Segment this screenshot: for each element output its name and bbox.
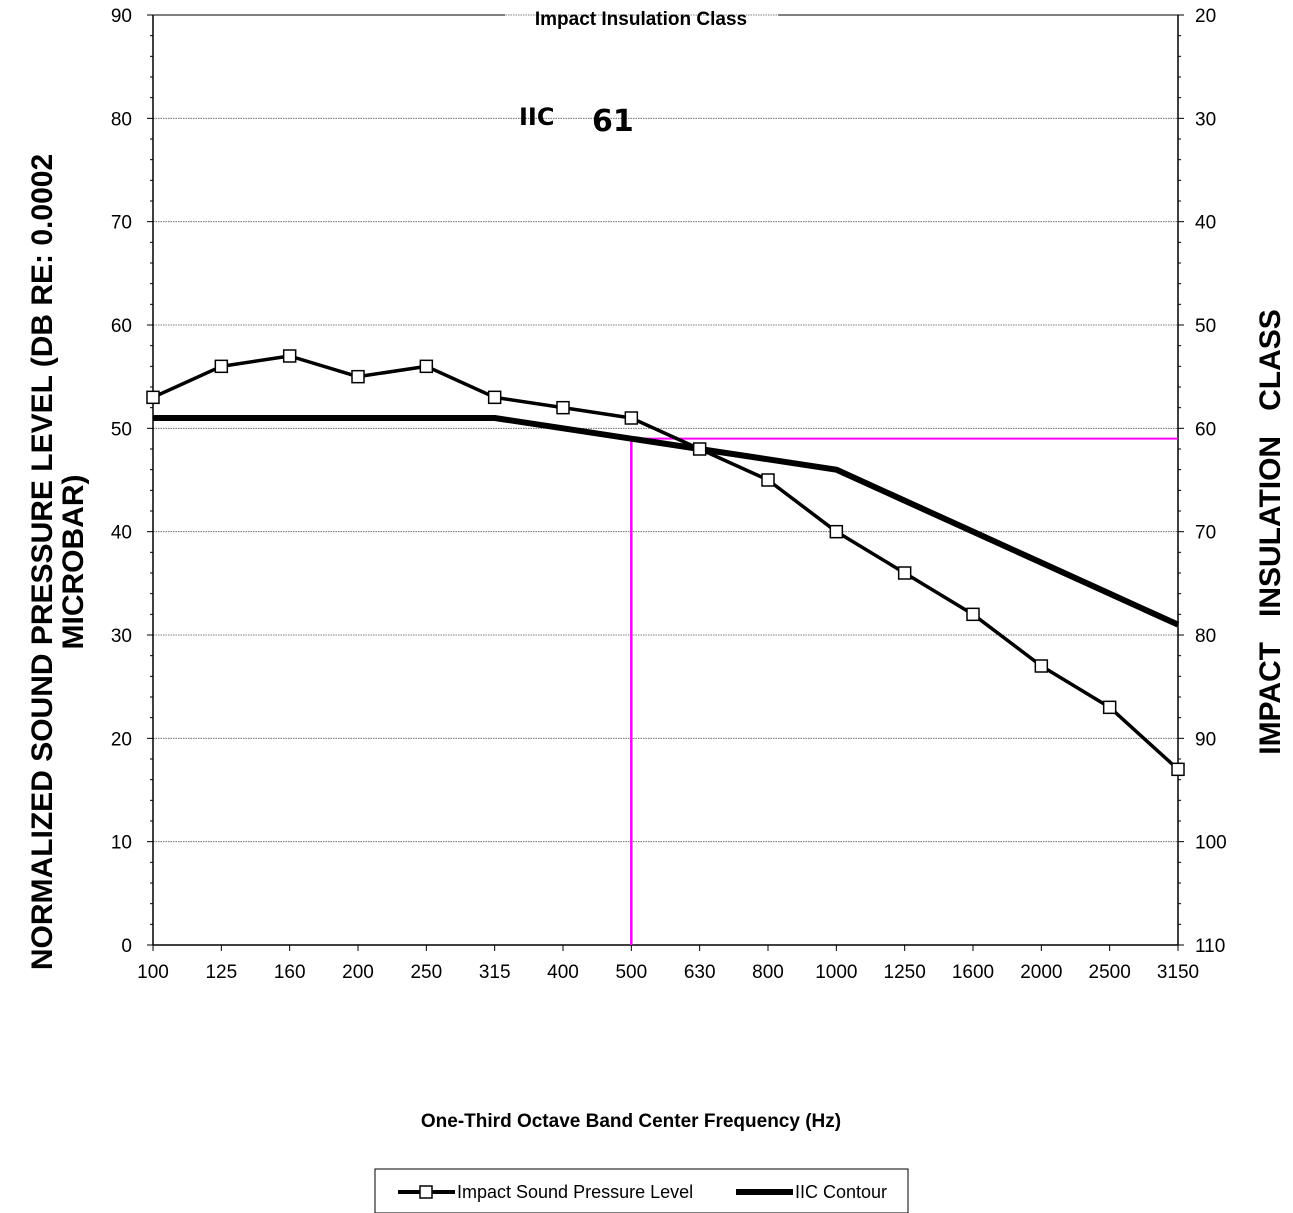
iic-value: 61 xyxy=(592,104,634,139)
data-point-marker xyxy=(897,566,912,580)
x-tick-label: 160 xyxy=(274,962,306,983)
y-tick-label: 90 xyxy=(111,6,132,27)
y-tick-label: 10 xyxy=(111,833,132,854)
secondary-y-axis-label: IMPACT INSULATION CLASS xyxy=(1254,309,1287,755)
legend-label-impact-sound-pressure-level: Impact Sound Pressure Level xyxy=(457,1182,693,1202)
y-tick-label: 60 xyxy=(111,316,132,337)
series-line-impact-sound-pressure-level xyxy=(152,354,1180,771)
data-point-marker xyxy=(624,411,639,425)
y2-tick-label: 40 xyxy=(1195,213,1216,234)
secondary-y-axis-ticks: 110 100 90 80 70 60 50 40 30 20 xyxy=(1178,6,1227,957)
data-point-marker xyxy=(556,400,570,415)
legend-label-iic-contour: IIC Contour xyxy=(795,1182,887,1202)
legend-box xyxy=(374,1168,909,1213)
x-tick-label: 2500 xyxy=(1089,962,1131,983)
x-tick-label: 1250 xyxy=(884,962,926,983)
x-axis-ticks: 100 125 160 200 250 315 400 500 630 800 1000 1250 16… xyxy=(137,945,1199,983)
series-group xyxy=(146,349,1185,777)
x-tick-label: 315 xyxy=(479,962,511,983)
data-point-marker xyxy=(692,442,707,456)
x-tick-label: 2000 xyxy=(1020,962,1062,983)
y-axis-label-continued: MICROBAR) xyxy=(57,475,90,650)
chart-title: Impact Insulation Class xyxy=(535,9,747,30)
data-point-marker xyxy=(1034,659,1049,673)
y-tick-label: 20 xyxy=(111,729,132,750)
y2-tick-label: 20 xyxy=(1195,6,1216,27)
legend: Impact Sound Pressure Level IIC Contour xyxy=(374,1168,909,1213)
y2-tick-label: 100 xyxy=(1195,833,1227,854)
y-axis-label: NORMALIZED SOUND PRESSURE LEVEL (DB RE: … xyxy=(26,154,59,970)
data-point-marker xyxy=(351,369,365,384)
x-tick-label: 800 xyxy=(752,962,784,983)
y2-tick-label: 50 xyxy=(1195,316,1216,337)
y-tick-label: 30 xyxy=(111,626,132,647)
x-tick-label: 500 xyxy=(615,962,647,983)
y2-tick-label: 30 xyxy=(1195,109,1216,130)
y-axis-ticks: 0 10 20 30 40 50 60 70 80 90 xyxy=(111,6,153,957)
y-tick-label: 50 xyxy=(111,419,132,440)
data-point-marker xyxy=(1171,762,1185,777)
x-tick-label: 1000 xyxy=(815,962,857,983)
data-point-marker xyxy=(829,524,844,539)
data-point-marker xyxy=(761,473,775,487)
x-tick-label: 100 xyxy=(137,962,169,983)
x-axis-label: One-Third Octave Band Center Frequency (… xyxy=(421,1111,841,1132)
data-point-marker xyxy=(282,349,297,363)
x-tick-label: 1600 xyxy=(952,962,994,983)
axes xyxy=(152,14,1179,946)
data-point-marker xyxy=(419,359,434,374)
y2-tick-label: 90 xyxy=(1195,729,1216,750)
x-tick-label: 400 xyxy=(547,962,579,983)
data-point-marker xyxy=(214,359,229,374)
data-point-marker xyxy=(1102,700,1117,715)
y-tick-label: 80 xyxy=(111,109,132,130)
legend-marker-square xyxy=(419,1185,433,1199)
y-tick-label: 0 xyxy=(121,936,132,957)
x-tick-label: 250 xyxy=(410,962,442,983)
data-point-marker xyxy=(487,390,502,405)
y2-tick-label: 70 xyxy=(1195,523,1216,544)
x-tick-label: 630 xyxy=(684,962,716,983)
y2-tick-label: 80 xyxy=(1195,626,1216,647)
reference-lines xyxy=(630,437,1178,945)
y-tick-label: 40 xyxy=(111,523,132,544)
y2-tick-label: 60 xyxy=(1195,419,1216,440)
gridlines xyxy=(153,14,1178,843)
data-point-marker xyxy=(146,390,160,405)
iic-label: IIC xyxy=(519,103,554,131)
x-tick-label: 125 xyxy=(205,962,237,983)
data-point-marker xyxy=(966,607,980,622)
y-tick-label: 70 xyxy=(111,213,132,234)
y2-tick-label: 110 xyxy=(1195,936,1225,957)
series-line-iic-contour xyxy=(153,415,1180,628)
x-tick-label: 3150 xyxy=(1157,962,1199,983)
x-tick-label: 200 xyxy=(342,962,374,983)
